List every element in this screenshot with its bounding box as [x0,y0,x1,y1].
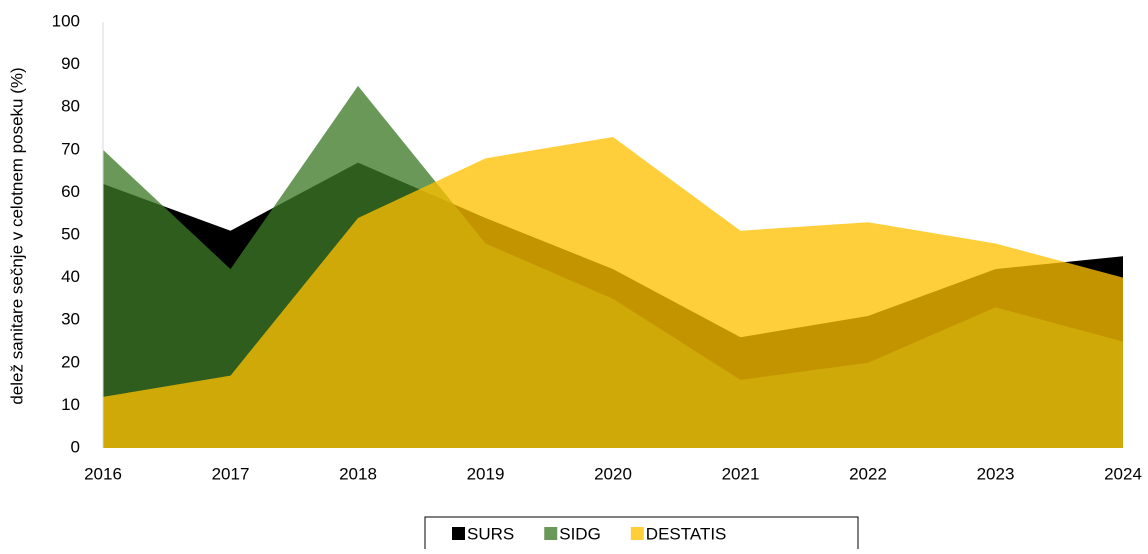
y-tick-label: 10 [61,395,80,414]
y-tick-label: 50 [61,224,80,243]
x-tick-label: 2018 [339,464,377,483]
legend-swatch [452,527,465,540]
x-tick-label: 2024 [1104,464,1142,483]
y-tick-label: 90 [61,54,80,73]
x-tick-label: 2017 [212,464,250,483]
x-tick-label: 2020 [594,464,632,483]
y-tick-label: 40 [61,267,80,286]
legend-label: SIDG [559,524,601,543]
y-tick-label: 70 [61,139,80,158]
y-tick-label: 0 [71,437,80,456]
area [103,137,1123,448]
y-tick-label: 60 [61,182,80,201]
legend-swatch [630,527,644,540]
y-tick-label: 30 [61,310,80,329]
x-tick-label: 2022 [849,464,887,483]
x-tick-label: 2023 [977,464,1015,483]
legend-label: DESTATIS [646,524,727,543]
y-tick-label: 80 [61,97,80,116]
y-tick-label: 20 [61,352,80,371]
x-tick-label: 2019 [467,464,505,483]
legend-swatch [544,527,558,540]
legend-label: SURS [467,524,514,543]
y-axis-label: delež sanitare sečnje v celotnem poseku … [7,67,26,404]
x-tick-label: 2016 [84,464,122,483]
y-tick-label: 100 [52,11,80,30]
x-tick-label: 2021 [722,464,760,483]
